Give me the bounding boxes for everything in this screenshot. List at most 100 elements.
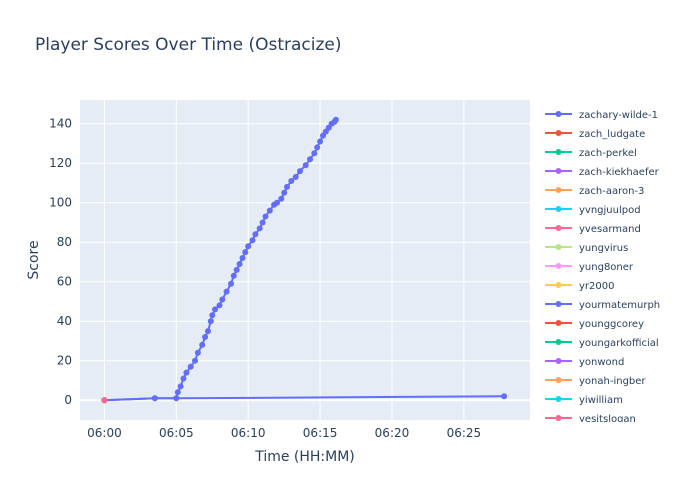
- y-tick-label: 80: [57, 235, 72, 249]
- x-tick-label: 06:25: [447, 426, 482, 440]
- legend-swatch-marker: [555, 396, 562, 402]
- x-tick-label: 06:10: [231, 426, 266, 440]
- series-line: [104, 395, 505, 402]
- series-layer: [101, 116, 508, 404]
- legend-item[interactable]: yvngjuulpod: [545, 205, 641, 216]
- legend-swatch-marker: [555, 187, 562, 193]
- data-point: [284, 183, 290, 190]
- data-point: [207, 318, 214, 325]
- data-point: [332, 116, 339, 123]
- data-point: [233, 266, 240, 273]
- legend-label: yourmatemurph: [579, 300, 660, 311]
- legend-swatch-marker: [555, 168, 562, 174]
- legend-item[interactable]: zach-aaron-3: [545, 186, 644, 197]
- y-tick-label: 100: [49, 196, 72, 210]
- legend-swatch-marker: [555, 225, 562, 231]
- legend-label: youngarkofficial: [579, 338, 659, 349]
- legend-swatch-marker: [555, 244, 562, 250]
- y-axis-label: Score: [26, 240, 42, 279]
- data-point: [311, 150, 318, 157]
- legend-label: zachary-wilde-1: [579, 110, 658, 121]
- data-point: [314, 144, 321, 151]
- legend-label: zach-aaron-3: [579, 186, 644, 197]
- legend-swatch-marker: [555, 111, 562, 117]
- legend-item[interactable]: yungvirus: [545, 243, 628, 254]
- x-tick-label: 06:15: [303, 426, 338, 440]
- grid-layer: [80, 100, 530, 420]
- legend-label: yungvirus: [579, 243, 628, 254]
- data-point: [202, 334, 209, 340]
- legend-item[interactable]: zachary-wilde-1: [545, 110, 658, 121]
- legend-label: younggcorey: [579, 319, 644, 330]
- legend-label: yr2000: [579, 281, 614, 292]
- data-point: [266, 207, 273, 214]
- data-point: [317, 138, 324, 145]
- legend-item[interactable]: yr2000: [545, 281, 614, 292]
- legend-item[interactable]: yvesarmand: [545, 224, 641, 235]
- legend-swatch-marker: [555, 206, 562, 212]
- legend-swatch-marker: [555, 149, 562, 155]
- data-point: [212, 306, 219, 313]
- y-tick-label: 60: [57, 275, 72, 289]
- legend-swatch-marker: [555, 282, 562, 288]
- legend-item[interactable]: youngarkofficial: [545, 338, 659, 349]
- legend-item[interactable]: zach_ludgate: [545, 129, 645, 140]
- data-point: [302, 162, 309, 169]
- data-point: [151, 395, 158, 402]
- legend-swatch-marker: [555, 263, 562, 269]
- data-point: [223, 288, 230, 295]
- legend-label: yiwilliam: [579, 395, 623, 406]
- series-yesitslogan: [101, 397, 108, 404]
- legend-item[interactable]: yesitslogan: [545, 414, 636, 425]
- legend-swatch-marker: [555, 301, 562, 307]
- legend-item[interactable]: zach-kiekhaefer: [545, 167, 660, 178]
- data-point: [501, 393, 508, 400]
- legend-label: yonah-ingber: [579, 376, 646, 387]
- legend-item[interactable]: yonwond: [545, 357, 624, 368]
- x-axis-label: Time (HH:MM): [254, 449, 355, 465]
- legend-item[interactable]: younggcorey: [545, 319, 644, 330]
- data-point: [256, 225, 263, 232]
- data-point: [228, 280, 234, 287]
- legend-label: zach-kiekhaefer: [579, 167, 660, 178]
- legend-swatch-marker: [555, 358, 562, 364]
- legend-label: zach-perkel: [579, 148, 637, 159]
- legend-item[interactable]: yiwilliam: [545, 395, 623, 406]
- legend-item[interactable]: yung8oner: [545, 262, 634, 273]
- data-point: [249, 237, 256, 244]
- chart-title: Player Scores Over Time (Ostracize): [35, 35, 342, 55]
- y-tick-label: 20: [57, 354, 72, 368]
- x-tick-label: 06:00: [87, 426, 122, 440]
- x-tick-label: 06:20: [375, 426, 410, 440]
- y-tick-label: 140: [49, 117, 72, 131]
- data-point: [262, 213, 269, 220]
- data-point: [239, 255, 246, 261]
- legend-label: yung8oner: [579, 262, 634, 273]
- legend-item[interactable]: yonah-ingber: [545, 376, 646, 387]
- legend-swatch-marker: [555, 339, 562, 345]
- data-point: [245, 243, 252, 250]
- legend[interactable]: zachary-wilde-1 zach_ludgate zach-perkel za…: [545, 110, 660, 425]
- data-point: [205, 328, 211, 335]
- legend-label: yvesarmand: [579, 224, 641, 235]
- data-point: [259, 219, 266, 226]
- y-tick-label: 40: [57, 314, 72, 328]
- data-point: [180, 375, 187, 382]
- x-tick-label: 06:05: [159, 426, 194, 440]
- data-point: [177, 383, 184, 390]
- legend-item[interactable]: zach-perkel: [545, 148, 637, 159]
- data-point: [183, 369, 190, 376]
- legend-item[interactable]: yourmatemurph: [545, 300, 660, 311]
- data-point: [281, 189, 288, 196]
- data-point: [307, 156, 313, 163]
- data-point: [216, 302, 223, 309]
- legend-label: yvngjuulpod: [579, 205, 641, 216]
- data-point: [236, 261, 243, 267]
- data-point: [101, 397, 108, 404]
- data-point: [199, 341, 206, 348]
- data-point: [209, 312, 216, 319]
- y-tick-label: 0: [64, 393, 72, 407]
- data-point: [187, 363, 194, 370]
